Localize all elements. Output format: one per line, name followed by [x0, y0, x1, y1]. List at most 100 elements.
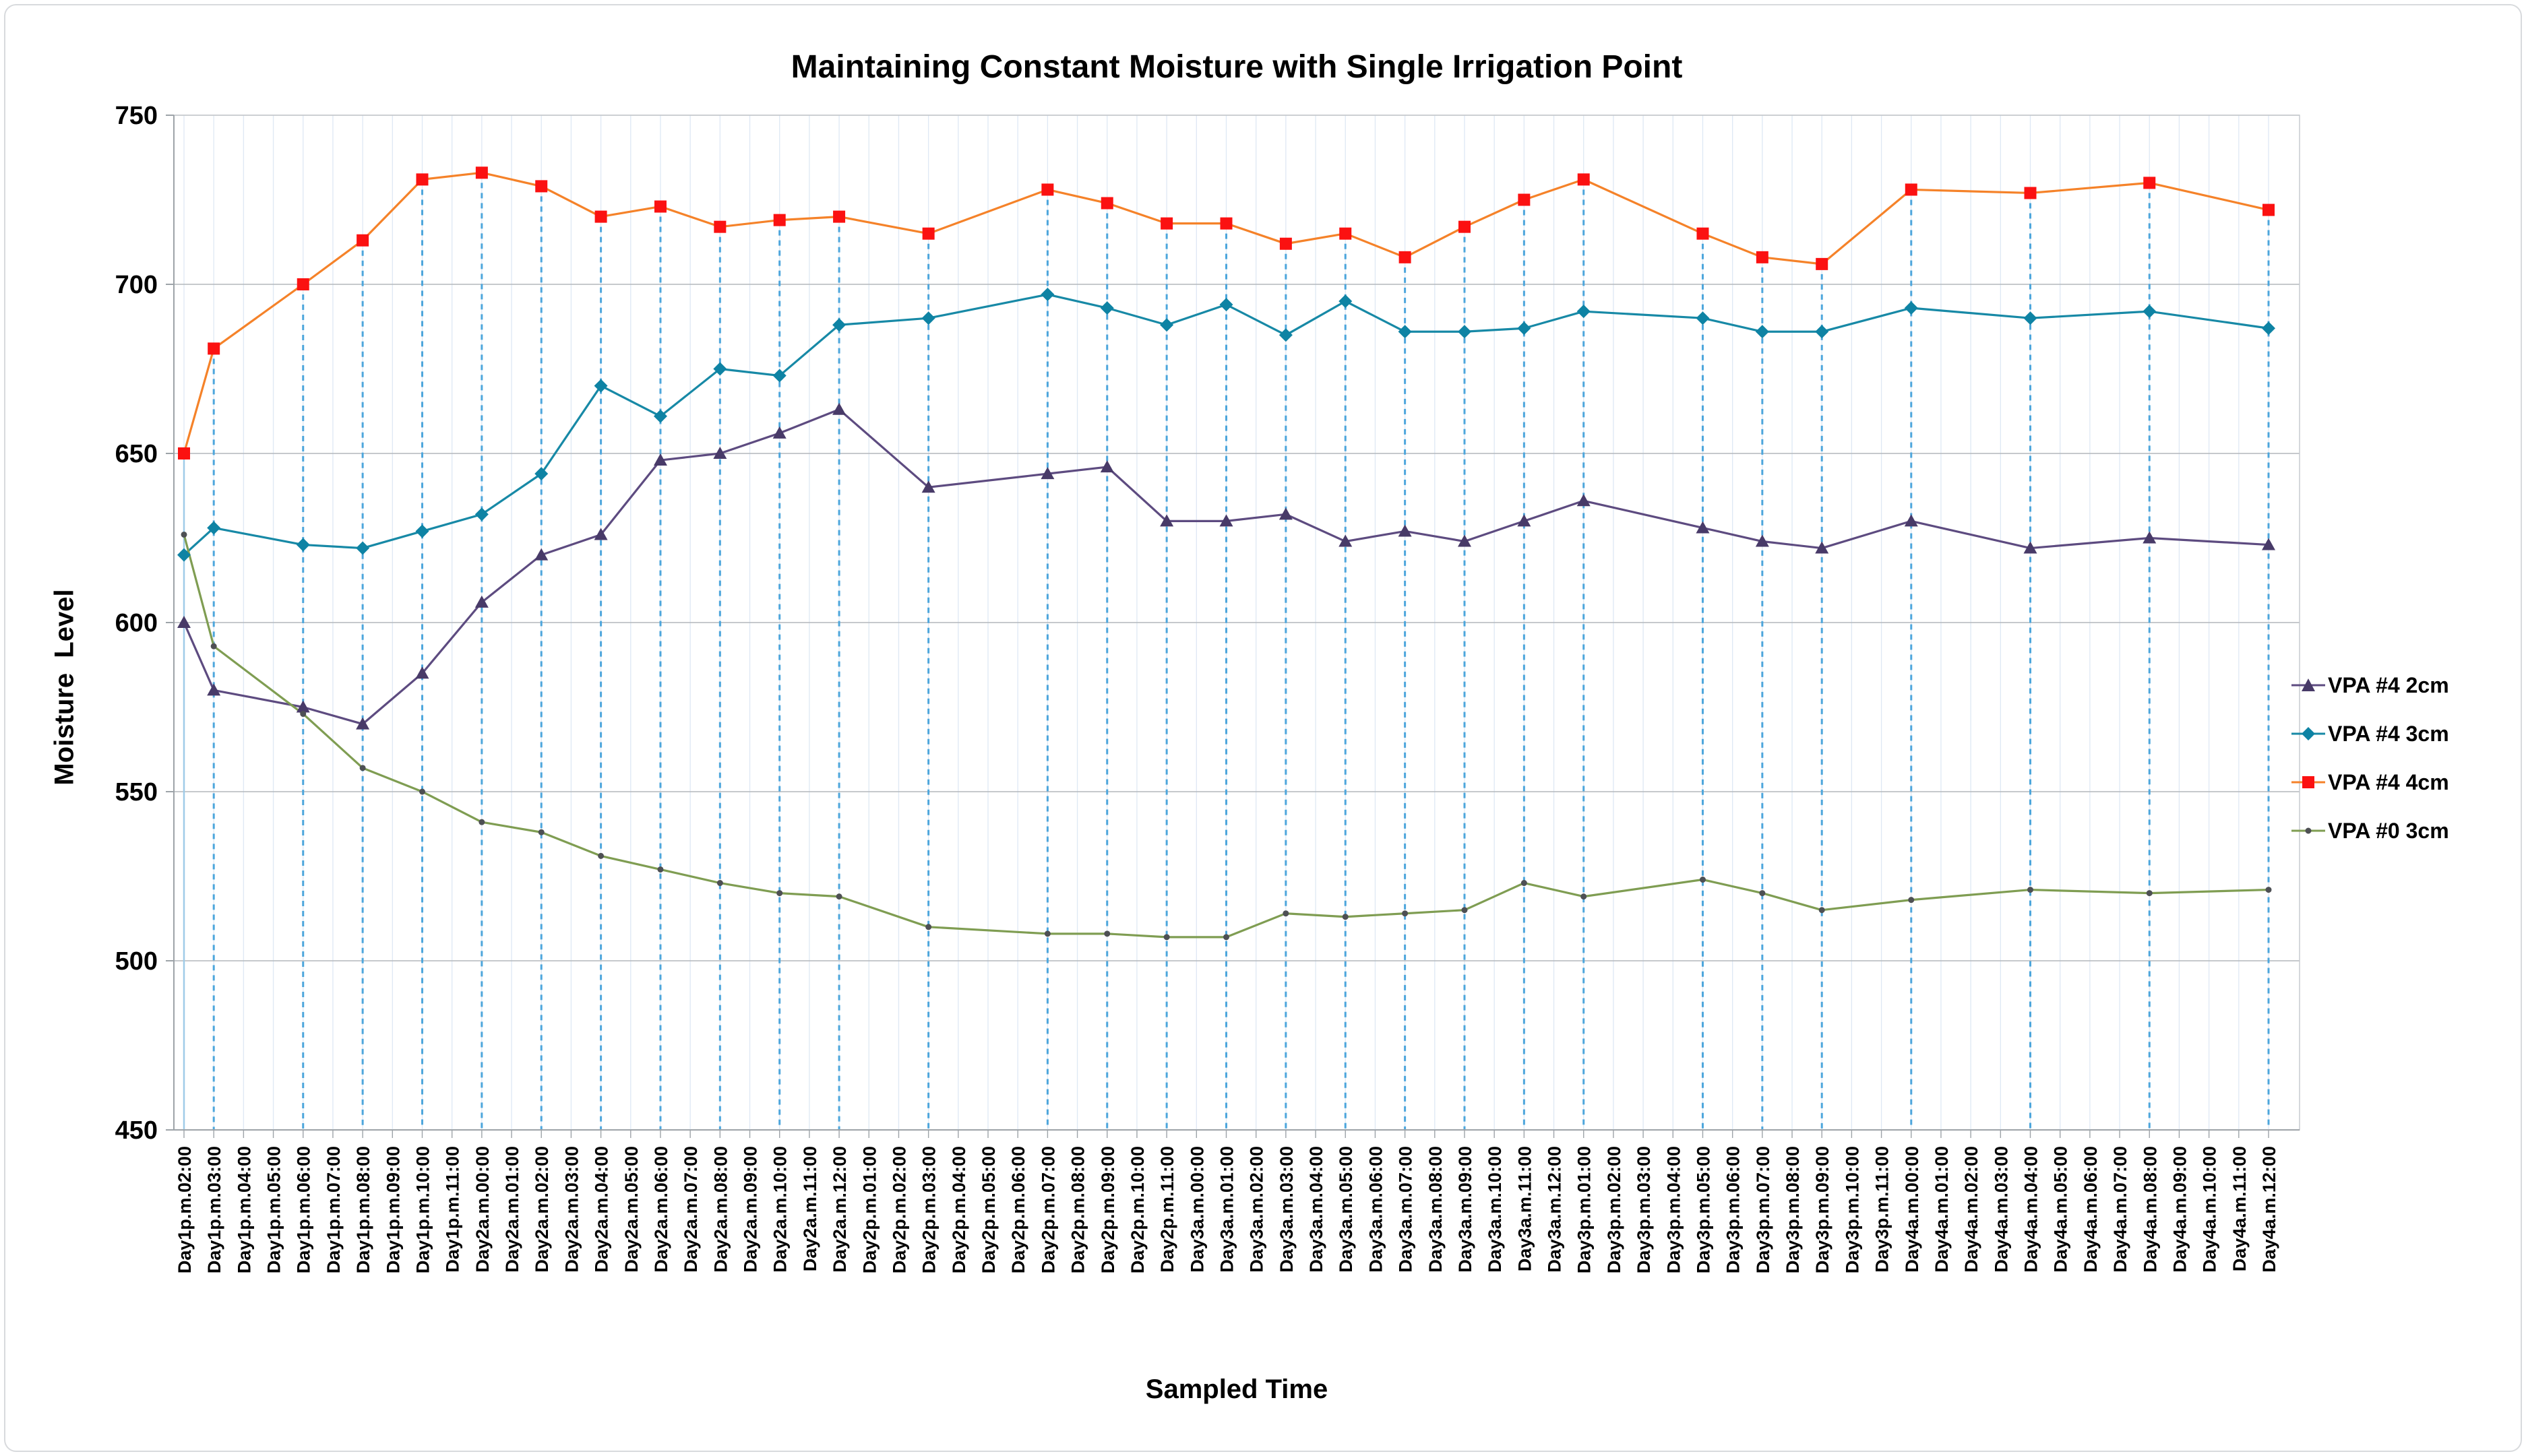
x-tick-label: Day3p.m.04:00 [1663, 1146, 1684, 1273]
marker-diamond [921, 311, 935, 325]
x-tick-label: Day2a.m.01:00 [502, 1146, 522, 1273]
marker-triangle [653, 453, 667, 466]
marker-diamond [1219, 298, 1233, 312]
marker-diamond [594, 379, 608, 393]
series-line-vpa-0-3cm [183, 534, 2269, 939]
marker-diamond [474, 507, 489, 521]
marker-triangle [1041, 467, 1055, 480]
x-tick-label: Day3p.m.03:00 [1634, 1146, 1654, 1273]
marker-triangle [1517, 514, 1531, 527]
marker-diamond [1904, 301, 1918, 315]
x-tick-label: Day4a.m.01:00 [1932, 1146, 1952, 1273]
x-tick-label: Day3p.m.07:00 [1753, 1146, 1773, 1273]
marker-square [1161, 217, 1173, 230]
y-tick-label: 500 [115, 947, 158, 976]
x-tick-label: Day3p.m.05:00 [1693, 1146, 1713, 1273]
y-tick-label: 650 [115, 440, 158, 468]
x-tick-label: Day1p.m.03:00 [204, 1146, 224, 1273]
marker-square [1458, 220, 1471, 233]
marker-dot [181, 531, 187, 538]
marker-square [1279, 237, 1292, 250]
x-tick-label: Day2p.m.06:00 [1008, 1146, 1028, 1273]
legend-item-vpa-4-3cm: VPA #4 3cm [2290, 709, 2523, 758]
x-tick-label: Day2a.m.00:00 [472, 1146, 493, 1273]
marker-triangle [1815, 541, 1829, 554]
x-tick-label: Day2p.m.02:00 [889, 1146, 909, 1273]
marker-square [2143, 177, 2156, 189]
marker-dot [1342, 914, 1349, 920]
marker-diamond [415, 524, 429, 538]
marker-diamond [653, 409, 667, 423]
x-tick-label: Day4a.m.07:00 [2110, 1146, 2130, 1273]
marker-diamond [713, 362, 727, 376]
marker-triangle [713, 447, 727, 459]
marker-square [1101, 197, 1113, 210]
marker-triangle [534, 548, 549, 561]
x-tick-label: Day2p.m.05:00 [979, 1146, 999, 1273]
marker-diamond [177, 548, 191, 562]
marker-square [654, 200, 667, 213]
marker-square [535, 180, 548, 193]
x-tick-label: Day4a.m.08:00 [2140, 1146, 2160, 1273]
x-tick-label: Day2p.m.11:00 [1157, 1146, 1177, 1273]
marker-triangle [2023, 541, 2037, 554]
marker-triangle [2262, 538, 2275, 550]
marker-triangle [1904, 514, 1918, 527]
marker-dot [1818, 907, 1825, 914]
marker-square [2024, 187, 2037, 199]
y-axis-title: Moisture Level [49, 589, 80, 786]
marker-dot [2265, 887, 2272, 893]
marker-triangle [415, 666, 429, 679]
x-tick-label: Day4a.m.11:00 [2229, 1146, 2250, 1271]
marker-dot [1283, 910, 1289, 917]
x-tick-label: Day3a.m.02:00 [1247, 1146, 1267, 1273]
marker-diamond [2023, 311, 2037, 325]
x-tick-label: Day3p.m.08:00 [1783, 1146, 1803, 1273]
marker-diamond [1755, 325, 1769, 339]
chart-frame [4, 4, 2522, 1452]
marker-square [773, 214, 786, 226]
x-tick-label: Day2a.m.10:00 [770, 1146, 791, 1273]
x-tick-label: Day1p.m.05:00 [264, 1146, 284, 1273]
legend: VPA #4 2cm VPA #4 3cm VPA #4 4cm VPA #0 3cm [2290, 661, 2523, 855]
y-tick-label: 450 [115, 1116, 158, 1145]
x-tick-label: Day3a.m.08:00 [1425, 1146, 1446, 1273]
x-tick-label: Day3p.m.09:00 [1812, 1146, 1832, 1273]
marker-triangle [1696, 521, 1710, 534]
marker-square [178, 447, 190, 460]
marker-triangle [296, 700, 310, 713]
marker-triangle [177, 616, 191, 628]
x-tick-label: Day1p.m.02:00 [175, 1146, 195, 1273]
series-line-vpa-4-3cm [183, 293, 2269, 556]
marker-diamond [1338, 294, 1353, 309]
marker-dot [925, 924, 932, 930]
legend-item-vpa-4-2cm: VPA #4 2cm [2290, 661, 2523, 709]
marker-dot [1402, 910, 1409, 917]
marker-dot [1461, 907, 1468, 914]
marker-dot [776, 890, 783, 897]
x-tick-label: Day2p.m.03:00 [919, 1146, 939, 1273]
marker-triangle [1338, 534, 1353, 547]
x-tick-label: Day1p.m.08:00 [353, 1146, 373, 1273]
x-tick-label: Day3a.m.05:00 [1336, 1146, 1356, 1273]
marker-triangle [1398, 524, 1412, 537]
x-tick-label: Day3a.m.00:00 [1187, 1146, 1207, 1273]
marker-triangle [1576, 494, 1591, 507]
marker-square [1696, 227, 1709, 240]
marker-square [475, 166, 488, 179]
x-tick-label: Day3p.m.06:00 [1723, 1146, 1744, 1273]
x-tick-label: Day3a.m.12:00 [1545, 1146, 1565, 1273]
marker-triangle [1100, 460, 1114, 473]
marker-diamond [1517, 321, 1531, 336]
marker-dot [836, 893, 842, 900]
marker-square [2262, 203, 2275, 216]
marker-diamond [1696, 311, 1710, 325]
x-tick-label: Day2a.m.05:00 [621, 1146, 642, 1273]
x-tick-label: Day2a.m.06:00 [651, 1146, 671, 1273]
marker-triangle [1160, 514, 1174, 527]
x-tick-label: Day4a.m.00:00 [1902, 1146, 1922, 1273]
marker-diamond [1576, 305, 1591, 319]
x-tick-label: Day3a.m.10:00 [1485, 1146, 1505, 1273]
legend-item-label: VPA #4 2cm [2328, 672, 2449, 697]
